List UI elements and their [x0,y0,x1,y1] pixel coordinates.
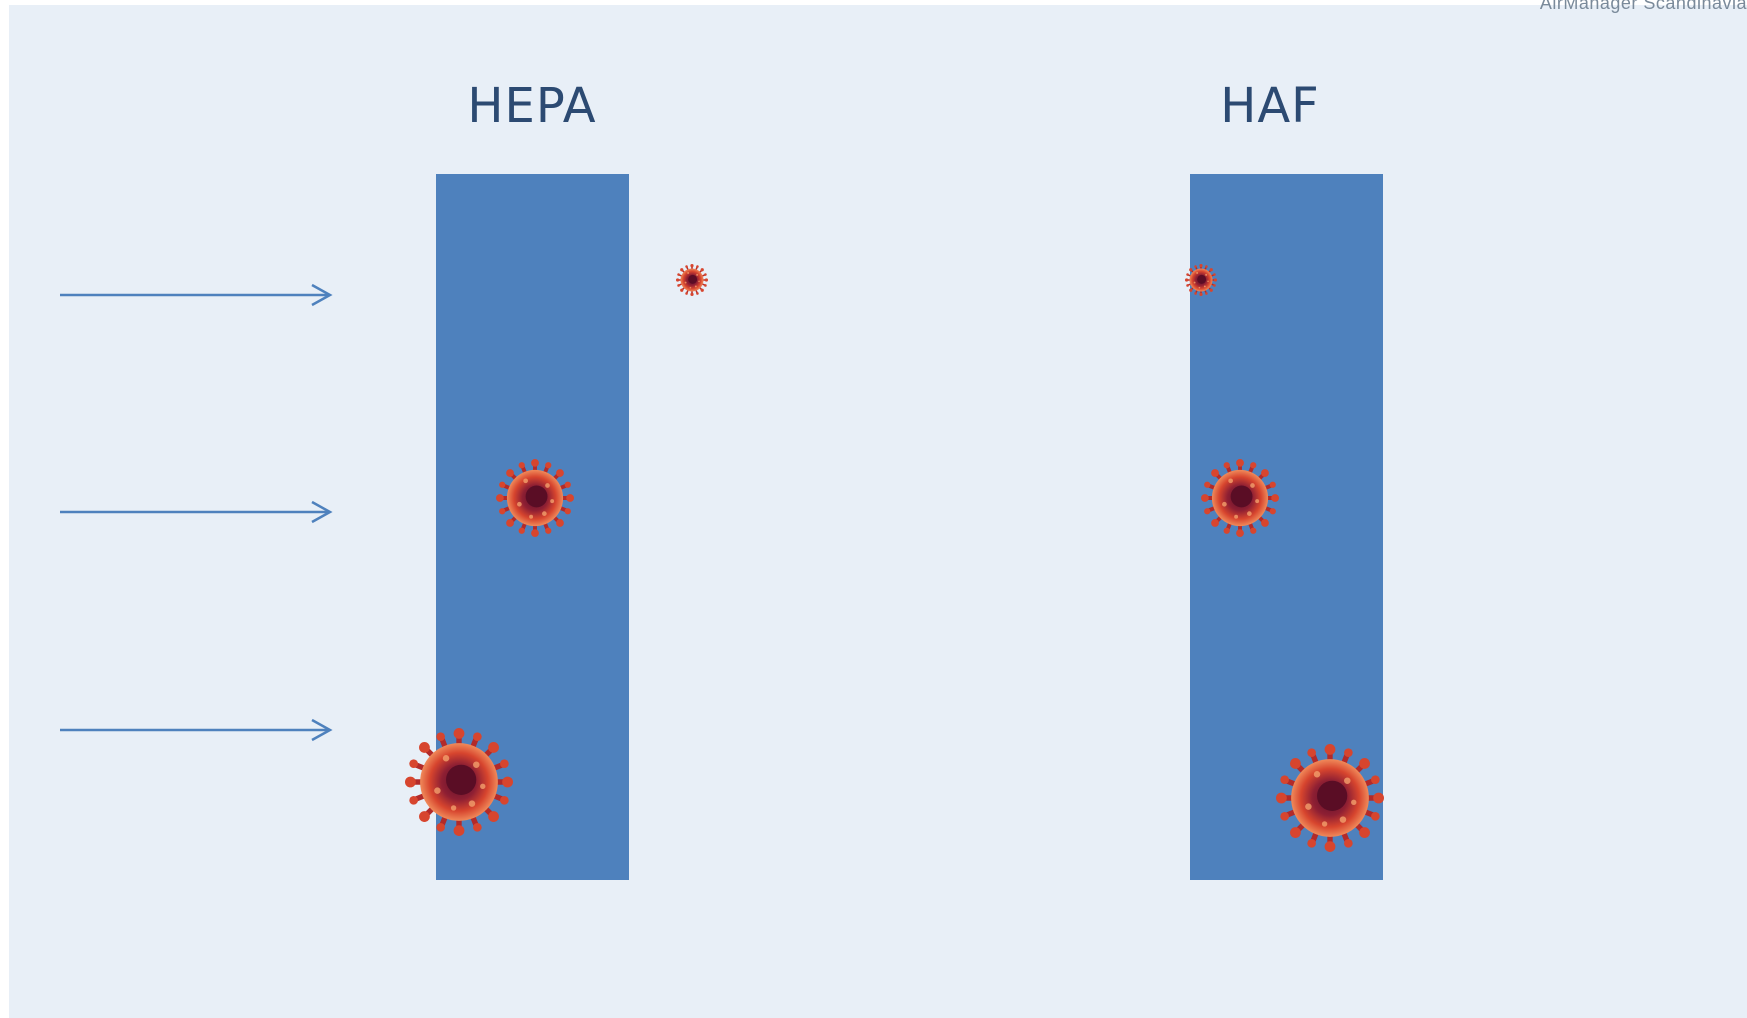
airflow-arrow-middle-icon [60,500,332,524]
hepa-filter-title: HEPA [467,78,597,134]
virus-medium-hepa-icon [496,459,574,537]
haf-filter-panel [1190,174,1383,880]
corner-logo: AirManager Scandinavia [1539,0,1747,13]
virus-medium-haf-icon [1201,459,1279,537]
virus-small-haf-icon [1185,264,1217,296]
airflow-arrow-top-icon [60,283,332,307]
virus-small-passing-hepa-icon [676,264,708,296]
virus-large-haf-icon [1276,744,1384,852]
virus-large-hepa-icon [405,728,513,836]
haf-filter-title: HAF [1220,78,1320,134]
airflow-arrow-bottom-icon [60,718,332,742]
